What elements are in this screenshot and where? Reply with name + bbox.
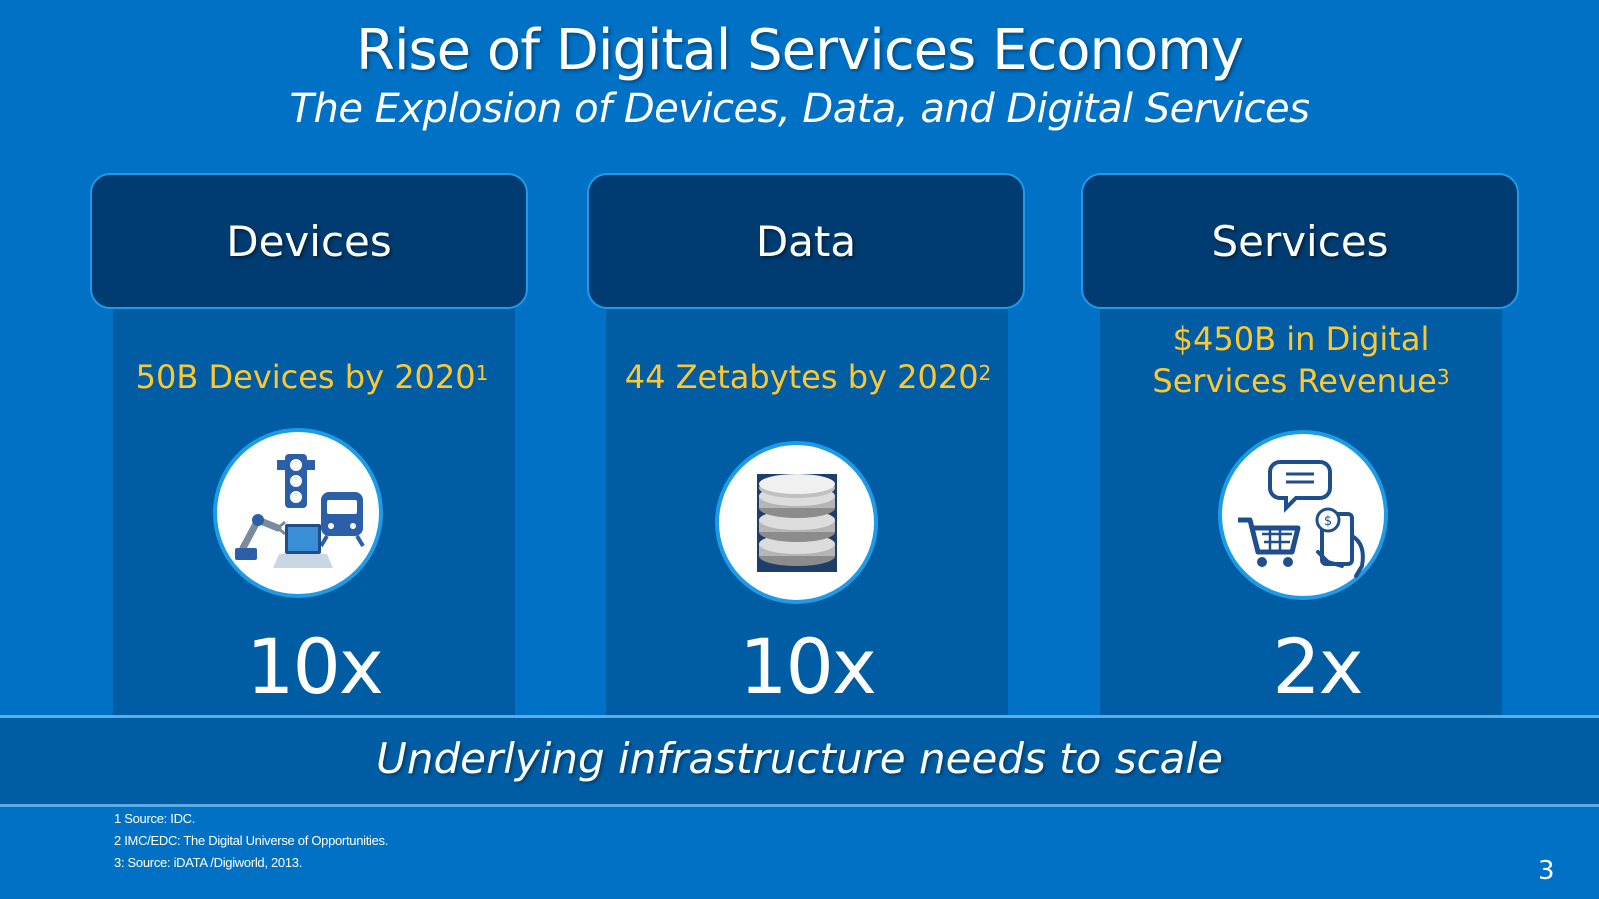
- devices-multiplier: 10x: [246, 622, 384, 711]
- devices-header: Devices: [90, 173, 528, 309]
- devices-stat: 50B Devices by 20201: [92, 356, 532, 398]
- footnote-2: 2 IMC/EDC: The Digital Universe of Oppor…: [114, 833, 389, 848]
- data-stat: 44 Zetabytes by 20202: [588, 356, 1028, 398]
- data-header-label: Data: [755, 216, 857, 266]
- devices-stat-footnote-ref: 1: [475, 361, 489, 385]
- database-icon: [715, 441, 878, 604]
- infrastructure-banner: [0, 715, 1599, 807]
- page-number: 3: [1538, 856, 1555, 886]
- footnote-1: 1 Source: IDC.: [114, 811, 196, 826]
- data-stat-footnote-ref: 2: [978, 361, 992, 385]
- digital-services-icon: $: [1218, 430, 1388, 600]
- devices-icon: [213, 428, 383, 598]
- services-header-label: Services: [1211, 216, 1389, 266]
- services-stat-line-2: Services Revenue: [1152, 362, 1437, 400]
- data-header: Data: [587, 173, 1025, 309]
- svg-text:$: $: [1324, 514, 1332, 529]
- services-stat-footnote-ref: 3: [1436, 365, 1450, 389]
- devices-stat-text: 50B Devices by 2020: [135, 358, 476, 396]
- slide-title: Rise of Digital Services Economy: [356, 18, 1244, 83]
- devices-header-label: Devices: [226, 216, 392, 266]
- footnote-3: 3: Source: iDATA /Digiworld, 2013.: [114, 855, 303, 870]
- services-header: Services: [1081, 173, 1519, 309]
- banner-text: Underlying infrastructure needs to scale: [376, 734, 1223, 783]
- data-multiplier: 10x: [739, 622, 877, 711]
- services-stat-line-1: $450B in Digital: [1172, 320, 1430, 358]
- data-stat-text: 44 Zetabytes by 2020: [624, 358, 979, 396]
- services-multiplier: 2x: [1272, 622, 1363, 711]
- services-stat: $450B in Digital Services Revenue3: [1081, 318, 1521, 402]
- slide-subtitle: The Explosion of Devices, Data, and Digi…: [289, 86, 1310, 132]
